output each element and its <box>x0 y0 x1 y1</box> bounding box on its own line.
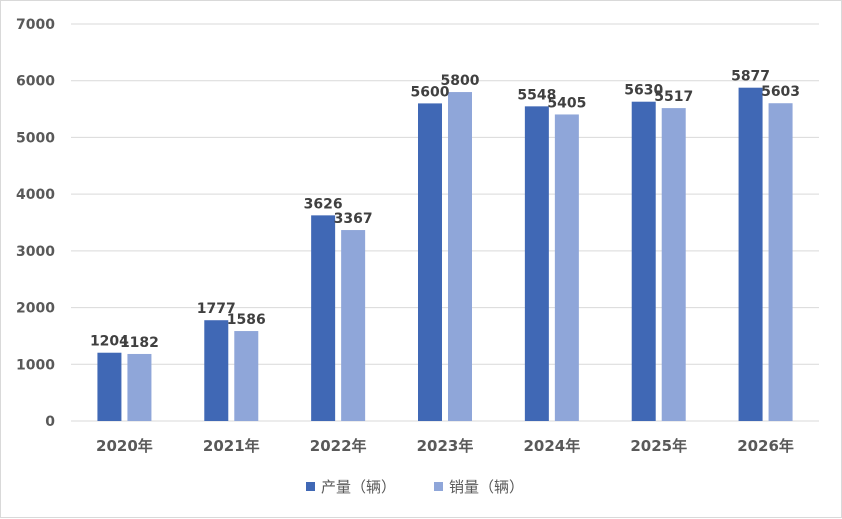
y-tick-label-6000: 6000 <box>16 74 55 90</box>
bar-production-3 <box>418 103 442 422</box>
bar-sales-2 <box>341 230 366 421</box>
y-tick-label-7000: 7000 <box>16 17 55 33</box>
data-label-production-1: 1777 <box>197 301 236 317</box>
data-label-sales-0: 1182 <box>120 335 159 351</box>
bar-production-5 <box>631 101 656 421</box>
bar-production-4 <box>524 106 549 421</box>
data-label-production-6: 5877 <box>731 69 770 85</box>
x-tick-label-3: 2023年 <box>417 437 474 455</box>
x-tick-label-4: 2024年 <box>523 437 580 455</box>
x-tick-label-6: 2026年 <box>737 437 794 455</box>
bar-sales-6 <box>768 103 793 421</box>
x-tick-label-1: 2021年 <box>203 437 260 455</box>
legend-swatch-sales <box>434 482 443 491</box>
data-label-sales-6: 5603 <box>761 84 800 100</box>
bar-production-1 <box>204 320 229 421</box>
data-label-sales-1: 1586 <box>227 312 266 328</box>
bars <box>97 87 793 422</box>
x-tick-label-5: 2025年 <box>630 437 687 455</box>
y-tick-label-4000: 4000 <box>16 187 55 203</box>
y-tick-label-1000: 1000 <box>16 357 55 373</box>
x-tick-label-0: 2020年 <box>96 437 153 455</box>
legend-swatch-production <box>306 482 315 491</box>
y-tick-label-3000: 3000 <box>16 244 55 260</box>
data-label-sales-2: 3367 <box>334 211 373 227</box>
bar-sales-0 <box>127 353 152 421</box>
x-axis-ticks: 2020年 2021年 2022年 2023年 2024年 2025年 2026年 <box>96 437 794 455</box>
bar-production-6 <box>738 87 763 422</box>
data-label-production-5: 5630 <box>624 83 663 99</box>
data-label-sales-5: 5517 <box>654 89 693 105</box>
y-tick-label-0: 0 <box>45 414 55 430</box>
bar-sales-3 <box>448 92 472 422</box>
y-axis-ticks: 0 1000 2000 3000 4000 5000 6000 7000 <box>16 17 55 430</box>
data-label-sales-3: 5800 <box>441 73 480 89</box>
legend: 产量（辆） 销量（辆） <box>306 478 524 496</box>
data-label-sales-4: 5405 <box>547 95 586 111</box>
y-tick-label-5000: 5000 <box>16 130 55 146</box>
x-tick-label-2: 2022年 <box>310 437 367 455</box>
y-tick-label-2000: 2000 <box>16 301 55 317</box>
data-label-production-2: 3626 <box>304 196 343 212</box>
data-label-production-3: 5600 <box>411 84 450 100</box>
gridlines <box>71 23 819 422</box>
legend-label-production: 产量（辆） <box>321 478 396 496</box>
bar-sales-5 <box>661 108 686 421</box>
bar-sales-4 <box>554 114 579 421</box>
bar-production-0 <box>97 352 122 421</box>
data-label-production-0: 1204 <box>90 334 129 350</box>
legend-label-sales: 销量（辆） <box>449 478 524 496</box>
bar-production-2 <box>311 215 336 421</box>
data-label-production-4: 5548 <box>517 87 556 103</box>
bar-sales-1 <box>234 331 259 421</box>
